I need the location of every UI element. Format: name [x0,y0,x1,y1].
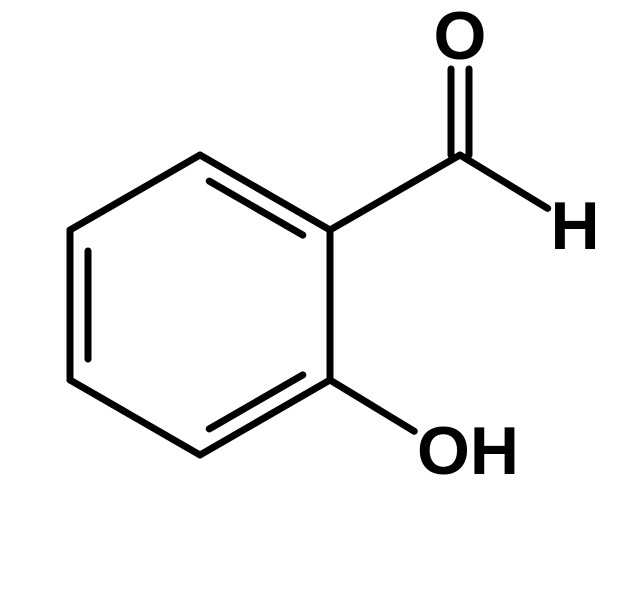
atom-label-oh: OH [417,413,519,489]
atom-label-o: O [434,0,487,74]
atom-labels: OHOH [417,0,600,489]
atom-label-h: H [550,188,599,264]
molecule-diagram: OHOH [0,0,640,612]
bonds [70,69,548,455]
